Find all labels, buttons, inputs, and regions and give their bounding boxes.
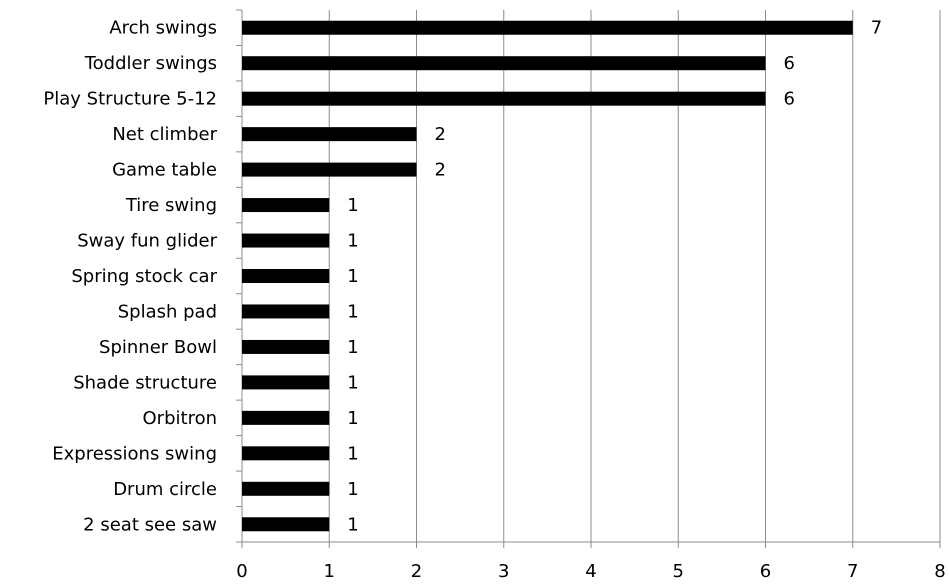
bar-11 [242, 410, 330, 425]
x-tick-label: 8 [934, 561, 945, 582]
category-label: Spring stock car [71, 266, 217, 287]
bar-12 [242, 446, 330, 461]
data-label: 2 [435, 160, 446, 181]
category-label: Play Structure 5-12 [43, 89, 217, 110]
bar-6 [242, 233, 330, 248]
category-label: Shade structure [73, 372, 217, 393]
category-label: Spinner Bowl [99, 337, 217, 358]
bar-7 [242, 269, 330, 283]
category-label: Net climber [112, 124, 217, 145]
category-label: Drum circle [113, 479, 217, 500]
bar-0 [242, 20, 853, 35]
x-tick-label: 4 [585, 561, 596, 582]
bar-8 [242, 304, 330, 319]
bar-3 [242, 127, 417, 142]
data-label: 1 [347, 231, 358, 252]
x-tick-label: 3 [498, 561, 509, 582]
data-label: 6 [784, 89, 795, 110]
data-label: 1 [347, 301, 358, 322]
bar-14 [242, 517, 330, 532]
category-label: Sway fun glider [77, 231, 217, 252]
data-label: 1 [347, 195, 358, 216]
category-label: Tire swing [125, 195, 217, 216]
data-label: 2 [435, 124, 446, 145]
axes [236, 9, 941, 548]
category-label: Game table [112, 160, 217, 181]
data-label: 6 [784, 53, 795, 74]
x-tick-label: 1 [324, 561, 335, 582]
category-label: Arch swings [109, 18, 217, 39]
bar-4 [242, 162, 417, 177]
bar-5 [242, 198, 330, 213]
category-label: Orbitron [143, 408, 217, 429]
data-label: 1 [347, 408, 358, 429]
data-label: 1 [347, 479, 358, 500]
data-label: 1 [347, 372, 358, 393]
x-tick-label: 6 [760, 561, 771, 582]
bar-1 [242, 56, 766, 71]
bar-2 [242, 91, 766, 106]
data-label: 1 [347, 514, 358, 535]
x-tick-label: 5 [673, 561, 684, 582]
gridlines [328, 10, 941, 542]
bars [242, 20, 853, 532]
category-label: Splash pad [118, 301, 217, 322]
data-label: 1 [347, 337, 358, 358]
category-label: 2 seat see saw [83, 514, 217, 535]
x-tick-label: 0 [236, 561, 247, 582]
data-label: 1 [347, 443, 358, 464]
category-label: Toddler swings [84, 53, 217, 74]
x-tick-label: 7 [847, 561, 858, 582]
x-tick-label: 2 [411, 561, 422, 582]
bar-10 [242, 375, 330, 390]
labels: 0 1 2 3 4 5 6 7 8 Arch swings 7 Toddler swings 6 Play… [43, 18, 945, 582]
category-label: Expressions swing [52, 443, 217, 464]
data-label: 7 [871, 18, 882, 39]
data-label: 1 [347, 266, 358, 287]
bar-9 [242, 339, 330, 354]
bar-13 [242, 481, 330, 496]
